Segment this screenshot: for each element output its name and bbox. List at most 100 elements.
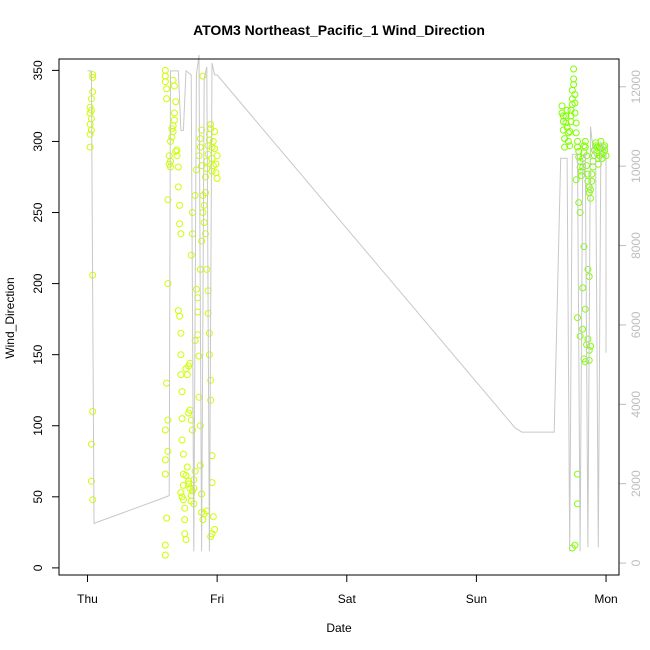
series-1-point-78	[579, 284, 587, 292]
series-0-point-123	[202, 173, 209, 181]
series-0-point-32	[164, 416, 172, 424]
series-0-point-39	[168, 133, 176, 141]
series-0-point-153	[209, 513, 217, 521]
series-0-point-9	[89, 74, 97, 81]
series-0-point-144	[203, 265, 211, 273]
series-0-point-100	[194, 331, 202, 339]
series-0-point-23	[163, 379, 171, 387]
y-tick-label-150: 150	[31, 344, 45, 364]
chart-title: ATOM3 Northeast_Pacific_1 Wind_Direction	[193, 22, 485, 38]
series-0-point-84	[191, 467, 199, 475]
series-0-point-62	[178, 436, 186, 444]
series-0-point-97	[192, 166, 200, 174]
series-1-point-81	[576, 332, 584, 340]
y-tick-label-200: 200	[31, 273, 45, 293]
series-0-point-24	[164, 280, 172, 288]
series-0-point-122	[202, 189, 209, 197]
series-0-point-127	[204, 142, 212, 150]
series-1-point-32	[575, 153, 583, 161]
series-1-point-40	[580, 142, 588, 150]
x-tick-label-sun: Sun	[466, 592, 487, 606]
series-0-point-142	[213, 152, 221, 160]
y-tick-label-0: 0	[31, 564, 45, 571]
series-1-point-0	[558, 102, 566, 110]
series-0-point-148	[205, 351, 213, 359]
series-1-point-28	[572, 129, 580, 137]
series-0-point-119	[199, 209, 207, 216]
series-0-point-70	[182, 536, 190, 543]
series-0-point-104	[196, 462, 204, 469]
series-0-point-61	[178, 415, 186, 423]
series-0-point-51	[174, 183, 182, 191]
series-0-point-68	[181, 516, 189, 524]
series-0-point-3	[86, 130, 94, 138]
series-1-point-6	[561, 143, 569, 151]
series-0-point-74	[183, 463, 191, 471]
series-0-point-50	[174, 163, 182, 171]
series-0-point-45	[170, 82, 178, 90]
series-1-point-43	[583, 152, 591, 160]
series-1-point-86	[584, 335, 592, 343]
series-0-point-96	[191, 192, 199, 199]
series-1-point-82	[574, 314, 581, 322]
series-0-point-63	[179, 450, 187, 458]
series-1-point-36	[577, 172, 585, 180]
series-0-point-113	[195, 152, 203, 160]
series-0-point-140	[212, 169, 220, 177]
series-0-point-131	[207, 120, 215, 128]
series-0-point-88	[189, 426, 196, 434]
series-0-point-109	[198, 237, 206, 245]
series-0-point-56	[176, 312, 184, 320]
series-0-point-58	[177, 351, 185, 359]
series-0-point-116	[198, 126, 206, 134]
series-1-point-79	[581, 305, 589, 313]
y2-tick-label-0: 0	[629, 559, 643, 566]
series-1-point-90	[584, 265, 592, 273]
series-0-point-76	[185, 480, 193, 488]
series-0-point-117	[198, 162, 206, 170]
x-axis-label: Date	[326, 621, 352, 635]
series-0-point-141	[213, 174, 221, 182]
plot-series	[86, 54, 610, 559]
series-1-point-26	[571, 109, 579, 117]
series-1-point-22	[570, 75, 578, 83]
series-0-point-111	[192, 285, 200, 293]
series-1-point-74	[572, 176, 580, 184]
series-0-point-49	[173, 146, 181, 154]
series-0-point-60	[178, 388, 186, 396]
series-1-point-76	[576, 209, 584, 216]
series-0-point-21	[163, 95, 171, 103]
series-1-point-88	[587, 342, 594, 350]
series-0-point-52	[176, 201, 184, 209]
y-axis: 0 50 100 150 200 250 300 350	[31, 60, 60, 571]
series-0-point-57	[177, 329, 185, 337]
series-1-point-21	[570, 81, 578, 89]
series-0-point-93	[187, 251, 195, 259]
series-1-point-75	[575, 199, 583, 207]
series-0-point-4	[86, 143, 94, 151]
series-1-point-80	[579, 325, 587, 333]
series-0-point-14	[87, 440, 95, 448]
series-0-point-143	[202, 230, 209, 238]
series-1-point-93	[571, 541, 579, 549]
series-0-point-53	[176, 220, 184, 228]
series-0-point-136	[209, 137, 217, 145]
series-1-point-44	[583, 162, 591, 170]
series-0-point-31	[164, 447, 172, 455]
y2-tick-label-10000: 10000	[629, 149, 643, 183]
series-0-point-107	[199, 516, 207, 524]
series-0-point-13	[89, 408, 97, 415]
series-0-point-30	[161, 551, 169, 559]
y-tick-label-250: 250	[31, 202, 45, 222]
series-0-point-156	[207, 533, 215, 541]
series-0-point-95	[189, 209, 196, 216]
series-1-point-11	[564, 129, 572, 137]
series-0-point-69	[181, 530, 189, 538]
series-0-point-90	[183, 371, 191, 379]
plot-frame	[58, 58, 620, 576]
series-0-point-67	[181, 504, 189, 512]
series-0-point-34	[165, 152, 173, 160]
series-1-point-12	[564, 137, 572, 145]
series-0-point-28	[163, 514, 171, 522]
series-0-point-54	[177, 230, 185, 238]
